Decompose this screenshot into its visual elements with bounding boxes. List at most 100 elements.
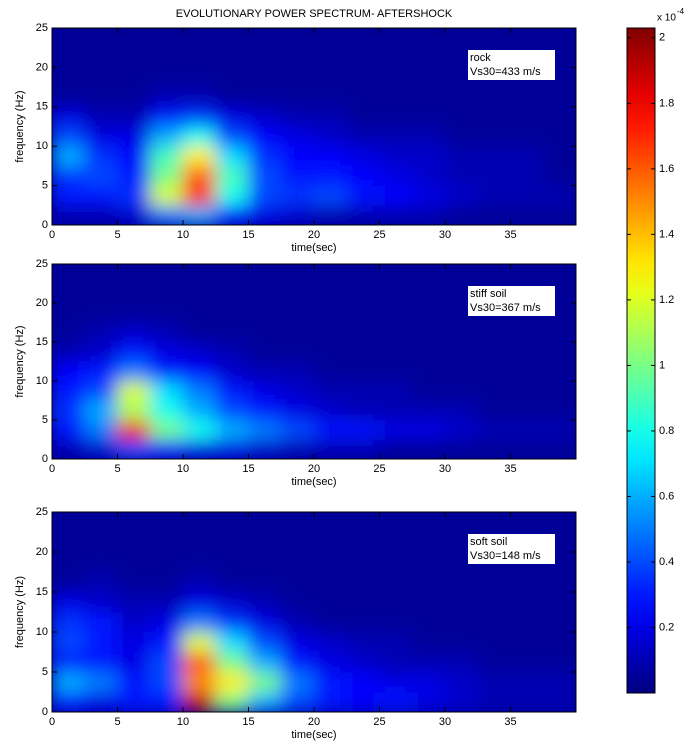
heatmap-cell <box>379 400 413 421</box>
heatmap-cell <box>215 283 249 304</box>
heatmap-clip <box>52 264 576 459</box>
heatmap-cell <box>248 126 282 147</box>
heatmap-cell <box>182 283 217 304</box>
heatmap-cell <box>248 361 282 382</box>
heatmap-cell <box>149 361 184 382</box>
heatmap-cell <box>444 591 479 613</box>
colorbar-tick-label: 1.6 <box>659 163 674 175</box>
heatmap-cell <box>280 283 315 304</box>
x-tick-label: 15 <box>242 463 254 475</box>
heatmap-cell <box>510 671 544 693</box>
heatmap-cell <box>477 591 511 613</box>
heatmap-cell <box>379 419 413 440</box>
heatmap-cell <box>248 28 282 49</box>
heatmap-cell <box>280 591 315 613</box>
heatmap-cell <box>182 380 217 401</box>
heatmap-cell <box>542 611 576 633</box>
heatmap-cell <box>542 571 576 593</box>
heatmap-cell <box>182 47 217 68</box>
heatmap-cell <box>379 66 413 88</box>
heatmap-cell <box>346 341 380 362</box>
x-tick-label: 10 <box>177 716 189 728</box>
heatmap-cell <box>215 66 249 88</box>
y-tick-label: 15 <box>36 586 48 598</box>
heatmap-cell <box>280 341 315 362</box>
heatmap-cell <box>182 302 217 323</box>
heatmap-cell <box>52 691 86 712</box>
heatmap-cell <box>84 591 118 613</box>
heatmap-cell <box>52 165 86 187</box>
heatmap-cell <box>510 591 544 613</box>
x-axis-label: time(sec) <box>291 729 336 741</box>
heatmap-cell <box>182 322 217 343</box>
heatmap-cell <box>444 380 479 401</box>
x-tick-label: 15 <box>242 716 254 728</box>
heatmap-cell <box>149 691 184 712</box>
heatmap-cell <box>510 204 544 225</box>
heatmap-cell <box>313 671 348 693</box>
x-tick-label: 10 <box>177 463 189 475</box>
heatmap-cell <box>280 551 315 573</box>
heatmap-cell <box>444 439 479 459</box>
heatmap-cell <box>248 631 282 653</box>
heatmap-cell <box>379 86 413 108</box>
heatmap-cell <box>444 185 479 206</box>
heatmap-cell <box>411 66 446 88</box>
heatmap-cell <box>84 145 118 167</box>
annotation: Vs30=367 m/s <box>470 302 541 314</box>
heatmap-cell <box>379 571 413 593</box>
heatmap-cell <box>117 400 151 421</box>
heatmap-cell <box>52 671 86 693</box>
heatmap-clip <box>52 28 576 225</box>
heatmap-cell <box>149 380 184 401</box>
heatmap-cell <box>182 264 217 284</box>
heatmap-cell <box>280 671 315 693</box>
x-tick-label: 35 <box>504 463 516 475</box>
heatmap-cell <box>248 551 282 573</box>
heatmap-cell <box>280 86 315 108</box>
heatmap-cell <box>444 86 479 108</box>
heatmap-cell <box>84 341 118 362</box>
heatmap-cell <box>84 400 118 421</box>
heatmap-cell <box>542 264 576 284</box>
heatmap-cell <box>117 283 151 304</box>
heatmap-cell <box>346 28 380 49</box>
colorbar-tick-label: 1 <box>659 359 665 371</box>
heatmap-cell <box>379 165 413 187</box>
heatmap-cell <box>542 165 576 187</box>
heatmap-cell <box>248 283 282 304</box>
heatmap-cell <box>510 400 544 421</box>
y-tick-label: 15 <box>36 336 48 348</box>
heatmap-cell <box>542 380 576 401</box>
heatmap-cell <box>52 283 86 304</box>
heatmap-cell <box>346 185 380 206</box>
heatmap-cell <box>444 204 479 225</box>
heatmap-cell <box>444 419 479 440</box>
heatmap-cell <box>117 86 151 108</box>
heatmap-cell <box>346 591 380 613</box>
heatmap-cell <box>313 28 348 49</box>
heatmap-cell <box>411 145 446 167</box>
heatmap-cell <box>411 512 446 533</box>
x-tick-label: 30 <box>439 229 451 241</box>
heatmap-cell <box>510 185 544 206</box>
heatmap-cell <box>215 631 249 653</box>
colorbar <box>626 27 656 694</box>
heatmap-cell <box>149 439 184 459</box>
heatmap-cell <box>346 204 380 225</box>
heatmap-cell <box>149 86 184 108</box>
heatmap-cell <box>346 631 380 653</box>
y-axis-label: frequency (Hz) <box>14 325 26 397</box>
heatmap-cell <box>280 126 315 147</box>
y-tick-label: 5 <box>42 666 48 678</box>
heatmap-cell <box>182 361 217 382</box>
heatmap-cell <box>117 28 151 49</box>
heatmap-cell <box>477 512 511 533</box>
heatmap-cell <box>52 66 86 88</box>
heatmap-cell <box>149 531 184 553</box>
heatmap-cell <box>52 651 86 673</box>
heatmap-cell <box>313 419 348 440</box>
x-tick-label: 10 <box>177 229 189 241</box>
heatmap-cell <box>280 611 315 633</box>
heatmap-cell <box>444 571 479 593</box>
